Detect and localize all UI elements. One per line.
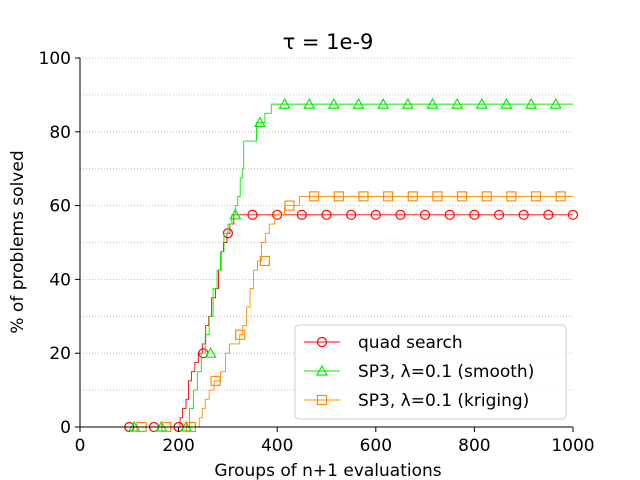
series-marker — [432, 191, 443, 202]
legend-label: quad search — [358, 333, 463, 353]
series-marker — [247, 209, 258, 220]
series-marker — [395, 209, 406, 220]
x-axis-title: Groups of n+1 evaluations — [214, 461, 441, 480]
y-tick-label: 40 — [49, 270, 71, 290]
series-marker — [352, 97, 365, 109]
legend-frame — [294, 324, 567, 420]
chart-title: τ = 1e-9 — [283, 30, 374, 54]
series-marker — [303, 97, 316, 109]
series-line — [80, 214, 573, 428]
y-ticks: 0 20 40 60 80 100 — [39, 49, 80, 438]
y-tick-label: 60 — [49, 197, 71, 217]
series-marker — [327, 97, 340, 109]
legend-marker — [316, 336, 328, 348]
series-marker — [358, 191, 369, 202]
series-marker — [500, 97, 513, 109]
series-marker — [481, 191, 492, 202]
series-marker — [475, 97, 488, 109]
x-tick-label: 600 — [360, 436, 392, 456]
series-marker — [296, 209, 307, 220]
x-tick-label: 400 — [261, 436, 293, 456]
series-marker — [456, 191, 468, 202]
series-0 — [80, 209, 579, 433]
series-marker — [567, 209, 579, 220]
series-marker — [333, 191, 344, 202]
series-marker — [549, 97, 562, 109]
series-marker — [518, 209, 529, 220]
x-tick-label: 0 — [75, 436, 86, 456]
series-marker — [493, 209, 505, 220]
x-tick-label: 200 — [162, 436, 194, 456]
legend-label: SP3, λ=0.1 (smooth) — [358, 362, 534, 382]
series-marker — [309, 191, 320, 202]
y-tick-label: 20 — [49, 344, 71, 364]
y-tick-label: 0 — [60, 418, 71, 438]
series-marker — [420, 209, 431, 220]
series-marker — [426, 97, 439, 109]
series-marker — [229, 208, 242, 220]
series-marker — [451, 97, 464, 109]
series-marker — [253, 116, 266, 128]
series-marker — [530, 191, 542, 202]
y-tick-label: 100 — [39, 49, 71, 69]
series-marker — [377, 97, 390, 109]
series-2 — [80, 191, 573, 433]
axes — [79, 58, 573, 428]
series-marker — [204, 346, 217, 358]
series-marker — [284, 200, 295, 211]
series-line — [80, 195, 573, 428]
series-marker — [278, 97, 291, 109]
series-marker — [525, 97, 538, 109]
series-marker — [321, 209, 332, 220]
x-ticks: 0 200 400 600 800 1000 — [75, 427, 595, 456]
series-marker — [383, 191, 394, 202]
series-marker — [235, 329, 246, 340]
series-marker — [444, 209, 455, 220]
x-tick-label: 800 — [458, 436, 490, 456]
series-marker — [407, 191, 418, 202]
series-marker — [506, 191, 517, 202]
legend-label: SP3, λ=0.1 (kriging) — [358, 391, 529, 411]
y-axis-title: % of problems solved — [8, 150, 28, 333]
legend: quad search SP3, λ=0.1 (smooth) SP3, λ=0.1… — [294, 324, 567, 420]
series-marker — [543, 209, 554, 220]
series-line — [80, 103, 573, 428]
series-marker — [469, 209, 480, 220]
series-marker — [401, 97, 414, 109]
series-marker — [259, 255, 270, 267]
series-layer — [80, 97, 579, 433]
y-tick-label: 80 — [49, 123, 71, 143]
legend-marker — [315, 364, 329, 376]
legend-marker — [316, 394, 328, 406]
x-tick-label: 1000 — [551, 436, 594, 456]
series-marker — [346, 209, 357, 220]
series-marker — [555, 191, 566, 202]
series-marker — [370, 209, 381, 220]
series-marker — [210, 375, 221, 386]
